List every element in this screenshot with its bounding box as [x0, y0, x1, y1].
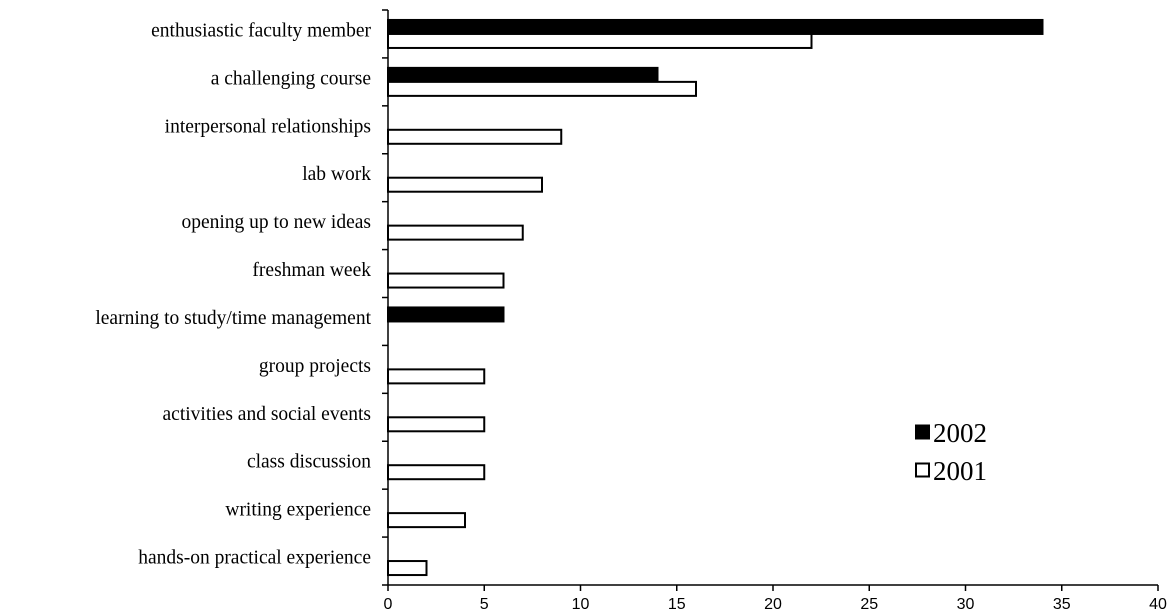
- bar-2001-hands-on-practical-experience: [387, 560, 428, 577]
- bar-2001-class-discussion: [387, 464, 486, 481]
- bar-2002-a-challenging-course: [387, 66, 659, 83]
- category-label-group-projects: group projects: [259, 356, 371, 377]
- bar-2001-group-projects: [387, 368, 486, 385]
- category-label-writing-experience: writing experience: [225, 500, 371, 521]
- x-tick-label: 30: [957, 596, 975, 613]
- bars: [387, 18, 1044, 577]
- legend-label-2001: 2001: [933, 456, 987, 486]
- category-label-enthusiastic-faculty-member: enthusiastic faculty member: [151, 20, 371, 41]
- legend-swatch-2002: [915, 424, 930, 440]
- bar-2001-interpersonal-relationships: [387, 128, 563, 145]
- bar-2001-a-challenging-course: [387, 80, 697, 97]
- bar-2001-activities-and-social-events: [387, 416, 486, 433]
- category-label-learning-to-study-time-management: learning to study/time management: [95, 308, 371, 329]
- x-tick-label: 25: [860, 596, 878, 613]
- category-label-interpersonal-relationships: interpersonal relationships: [165, 116, 371, 137]
- x-tick-label: 35: [1053, 596, 1071, 613]
- legend-swatch-2001: [915, 462, 930, 478]
- legend-label-2002: 2002: [933, 418, 987, 448]
- x-axis-ticks: 0 5 10 15 20 25 30 35 40: [384, 585, 1167, 613]
- bar-2001-lab-work: [387, 176, 543, 193]
- category-labels: enthusiastic faculty member a challenging…: [95, 20, 371, 568]
- x-tick-label: 0: [384, 596, 393, 613]
- x-tick-label: 10: [572, 596, 590, 613]
- bar-2002-learning-to-study-time-management: [387, 306, 505, 323]
- category-label-freshman-week: freshman week: [252, 260, 371, 281]
- bar-2001-freshman-week: [387, 272, 505, 289]
- category-label-a-challenging-course: a challenging course: [211, 68, 371, 89]
- category-label-class-discussion: class discussion: [247, 452, 371, 473]
- x-tick-label: 40: [1149, 596, 1167, 613]
- x-tick-label: 20: [764, 596, 782, 613]
- legend: 2002 2001: [915, 418, 987, 486]
- bar-2002-enthusiastic-faculty-member: [387, 18, 1044, 35]
- bar-2001-enthusiastic-faculty-member: [387, 32, 813, 49]
- category-label-hands-on-practical-experience: hands-on practical experience: [138, 548, 371, 569]
- category-label-activities-and-social-events: activities and social events: [163, 404, 371, 425]
- y-axis-ticks: [382, 9, 388, 586]
- category-label-lab-work: lab work: [302, 164, 371, 185]
- x-tick-label: 15: [668, 596, 686, 613]
- bar-2001-writing-experience: [387, 512, 466, 529]
- x-tick-label: 5: [480, 596, 489, 613]
- bar-2001-opening-up-to-new-ideas: [387, 224, 524, 241]
- category-label-opening-up-to-new-ideas: opening up to new ideas: [181, 212, 371, 233]
